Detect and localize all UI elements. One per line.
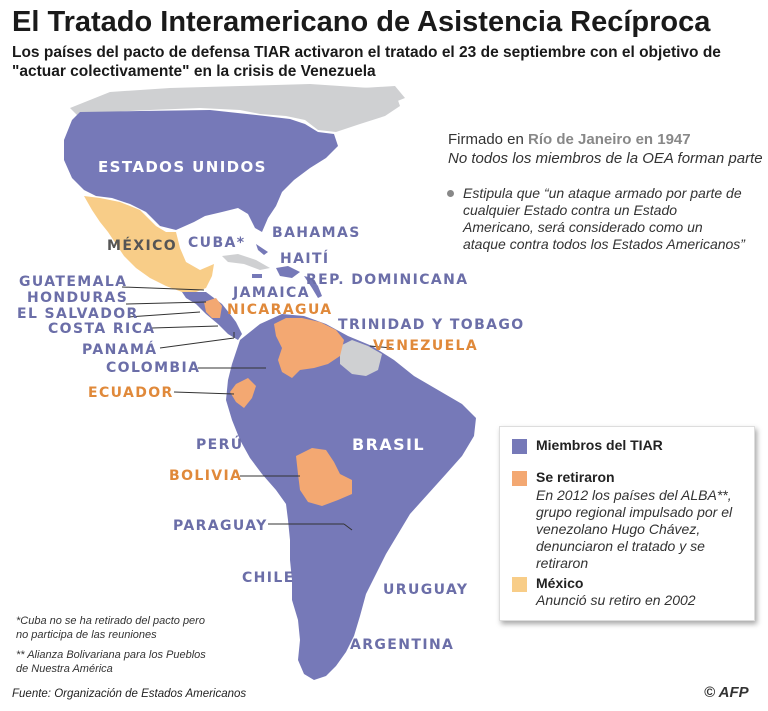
ecuador-shape — [230, 378, 256, 408]
legend-swatch-retired — [512, 471, 527, 486]
label-argentina: ARGENTINA — [350, 637, 455, 653]
label-haiti: HAITÍ — [280, 251, 330, 267]
page-title: El Tratado Interamericano de Asistencia … — [12, 6, 711, 38]
bahamas-shape — [256, 244, 268, 255]
guianas-region — [340, 340, 382, 376]
label-paraguay: PARAGUAY — [173, 518, 268, 534]
label-bahamas: BAHAMAS — [272, 225, 361, 241]
legend-label-members: Miembros del TIAR — [536, 437, 663, 453]
bullet-text: Estipula que “un ataque armado por parte… — [463, 185, 745, 252]
source-note: Fuente: Organización de Estados American… — [12, 688, 247, 700]
cuba-shape — [222, 254, 270, 270]
page-subtitle: Los países del pacto de defensa TIAR act… — [12, 44, 721, 80]
label-costa-rica: COSTA RICA — [48, 321, 156, 337]
label-uruguay: URUGUAY — [383, 582, 469, 598]
label-ecuador: ECUADOR — [88, 385, 174, 401]
label-rep-dominicana: REP. DOMINICANA — [306, 272, 469, 288]
legend: Miembros del TIAR Se retiraron En 2012 l… — [499, 426, 755, 621]
greenland-region — [330, 86, 405, 108]
venezuela-shape — [274, 318, 344, 378]
label-jamaica: JAMAICA — [233, 285, 310, 301]
label-brasil: BRASIL — [352, 435, 425, 454]
info-note: No todos los miembros de la OEA forman p… — [448, 150, 763, 167]
usa-shape — [64, 110, 338, 232]
antilles-shape — [304, 276, 322, 298]
footnote-cuba: *Cuba no se ha retirado del pacto pero n… — [16, 615, 205, 641]
afp-logo: © AFP — [704, 684, 749, 701]
label-el-salvador: EL SALVADOR — [17, 306, 139, 322]
south-america-shape — [226, 314, 476, 680]
label-cuba: CUBA* — [188, 235, 246, 251]
label-panama: PANAMÁ — [82, 342, 158, 358]
label-trinidad: TRINIDAD Y TOBAGO — [338, 317, 525, 333]
info-signed: Firmado en Río de Janeiro en 1947 No tod… — [448, 130, 763, 168]
signed-place: Río de Janeiro en 1947 — [528, 131, 691, 148]
legend-label-retired: Se retiraron — [536, 469, 615, 485]
label-honduras: HONDURAS — [27, 290, 129, 306]
jamaica-shape — [252, 274, 262, 278]
label-peru: PERÚ — [196, 437, 244, 453]
legend-swatch-members — [512, 439, 527, 454]
bullet-dot-icon — [447, 190, 454, 197]
footnote-alba: ** Alianza Bolivariana para los Pueblos … — [16, 649, 206, 675]
label-guatemala: GUATEMALA — [19, 274, 128, 290]
label-nicaragua: NICARAGUA — [227, 302, 333, 318]
legend-label-mexico: México — [536, 575, 584, 591]
signed-prefix: Firmado en — [448, 131, 529, 148]
legend-desc-retired: En 2012 los países del ALBA**, grupo reg… — [536, 487, 733, 571]
label-mexico: MÉXICO — [107, 238, 178, 254]
legend-desc-mexico: Anunció su retiro en 2002 — [536, 592, 696, 608]
bolivia-shape — [296, 448, 352, 506]
info-bullet: Estipula que “un ataque armado por parte… — [447, 185, 747, 253]
nicaragua-shape — [204, 298, 222, 318]
legend-swatch-mexico — [512, 577, 527, 592]
label-chile: CHILE — [242, 570, 295, 586]
canada-region — [70, 84, 400, 132]
hispaniola-shape — [276, 266, 300, 278]
label-estados-unidos: ESTADOS UNIDOS — [98, 158, 267, 176]
label-colombia: COLOMBIA — [106, 360, 201, 376]
label-bolivia: BOLIVIA — [169, 468, 243, 484]
mexico-shape — [84, 196, 214, 292]
label-venezuela: VENEZUELA — [373, 338, 479, 354]
